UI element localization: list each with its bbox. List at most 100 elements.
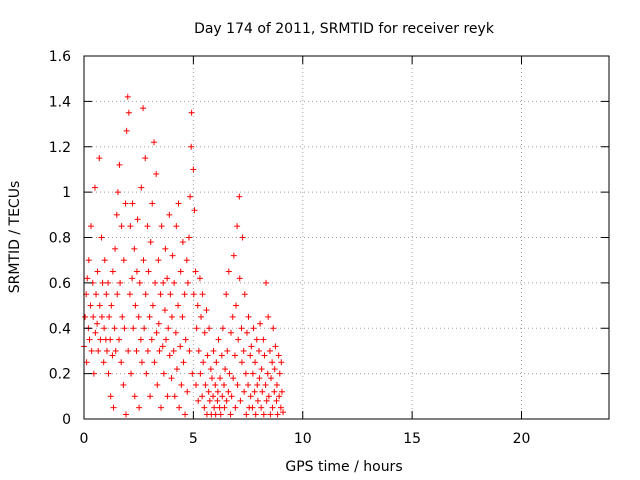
x-tick-label: 10 [294, 431, 312, 447]
data-point [128, 370, 135, 377]
data-point [258, 404, 265, 411]
data-point [186, 347, 193, 354]
data-point [133, 347, 140, 354]
data-point [278, 388, 285, 395]
data-point [201, 329, 208, 336]
data-point [230, 252, 237, 259]
data-point [213, 359, 220, 366]
data-point [257, 320, 264, 327]
data-point [177, 343, 184, 350]
data-point [243, 411, 250, 418]
data-point [105, 370, 112, 377]
data-point [269, 359, 276, 366]
data-point [96, 155, 103, 162]
data-point [186, 234, 192, 241]
data-point [196, 275, 203, 282]
data-point [252, 411, 259, 418]
data-point [83, 359, 90, 366]
x-tick-label: 15 [403, 431, 421, 447]
x-axis-label: GPS time / hours [285, 459, 402, 475]
data-point [217, 375, 224, 382]
data-point [265, 393, 272, 400]
data-point [140, 257, 147, 264]
axis-ticks [83, 55, 609, 420]
data-point [123, 127, 130, 134]
data-points [81, 93, 287, 418]
data-point [263, 279, 269, 286]
data-point [238, 359, 245, 366]
data-point [132, 302, 139, 309]
data-point [85, 257, 92, 264]
data-point [270, 325, 277, 332]
data-point [117, 279, 124, 286]
data-point [95, 347, 102, 354]
data-point [225, 268, 232, 275]
chart-title: Day 174 of 2011, SRMTID for receiver rey… [194, 21, 495, 37]
data-point [178, 381, 185, 388]
data-point [158, 404, 164, 411]
data-point [256, 375, 263, 382]
data-point [190, 166, 197, 173]
y-tick-label: 1.6 [49, 49, 71, 65]
data-point [116, 336, 122, 343]
data-point [235, 336, 242, 343]
data-point [271, 388, 278, 395]
data-point [137, 336, 144, 343]
data-point [187, 193, 194, 200]
data-point [274, 411, 281, 418]
data-point [156, 347, 163, 354]
y-axis-label: SRMTID / TECUs [7, 181, 23, 294]
data-point [215, 336, 222, 343]
data-point [114, 189, 121, 196]
data-point [86, 336, 93, 343]
data-point [121, 325, 128, 332]
data-point [183, 257, 190, 264]
data-point [241, 291, 248, 298]
data-point [153, 329, 160, 336]
data-point [119, 313, 126, 320]
data-point [212, 411, 219, 418]
data-point [273, 397, 280, 404]
data-point [160, 279, 167, 286]
data-point [250, 325, 257, 332]
data-point [166, 211, 173, 218]
data-point [194, 302, 201, 309]
data-point [233, 302, 240, 309]
data-point [118, 223, 125, 230]
data-point [260, 411, 267, 418]
data-point [265, 313, 272, 320]
data-point [195, 397, 202, 404]
data-point [222, 366, 229, 373]
data-point [144, 223, 151, 230]
data-point [145, 268, 152, 275]
data-point [146, 313, 153, 320]
data-point [107, 393, 114, 400]
data-point [188, 109, 195, 116]
data-point [182, 411, 189, 418]
data-point [232, 404, 239, 411]
data-point [112, 347, 119, 354]
data-point [135, 313, 142, 320]
data-point [110, 404, 117, 411]
data-point [195, 347, 202, 354]
data-point [263, 397, 270, 404]
data-point [201, 404, 208, 411]
data-point [82, 313, 89, 320]
data-point [97, 336, 104, 343]
data-point [276, 370, 283, 377]
y-tick-label: 0.8 [49, 231, 71, 247]
data-point [231, 352, 238, 359]
data-point [259, 388, 266, 395]
data-point [254, 381, 261, 388]
data-point [134, 216, 141, 223]
data-point [206, 397, 213, 404]
data-point [165, 325, 172, 332]
data-point [125, 347, 132, 354]
data-point [159, 343, 166, 350]
data-point [207, 366, 214, 373]
data-point [164, 393, 171, 400]
data-point [112, 245, 119, 252]
data-point [269, 404, 276, 411]
data-point [236, 275, 243, 282]
